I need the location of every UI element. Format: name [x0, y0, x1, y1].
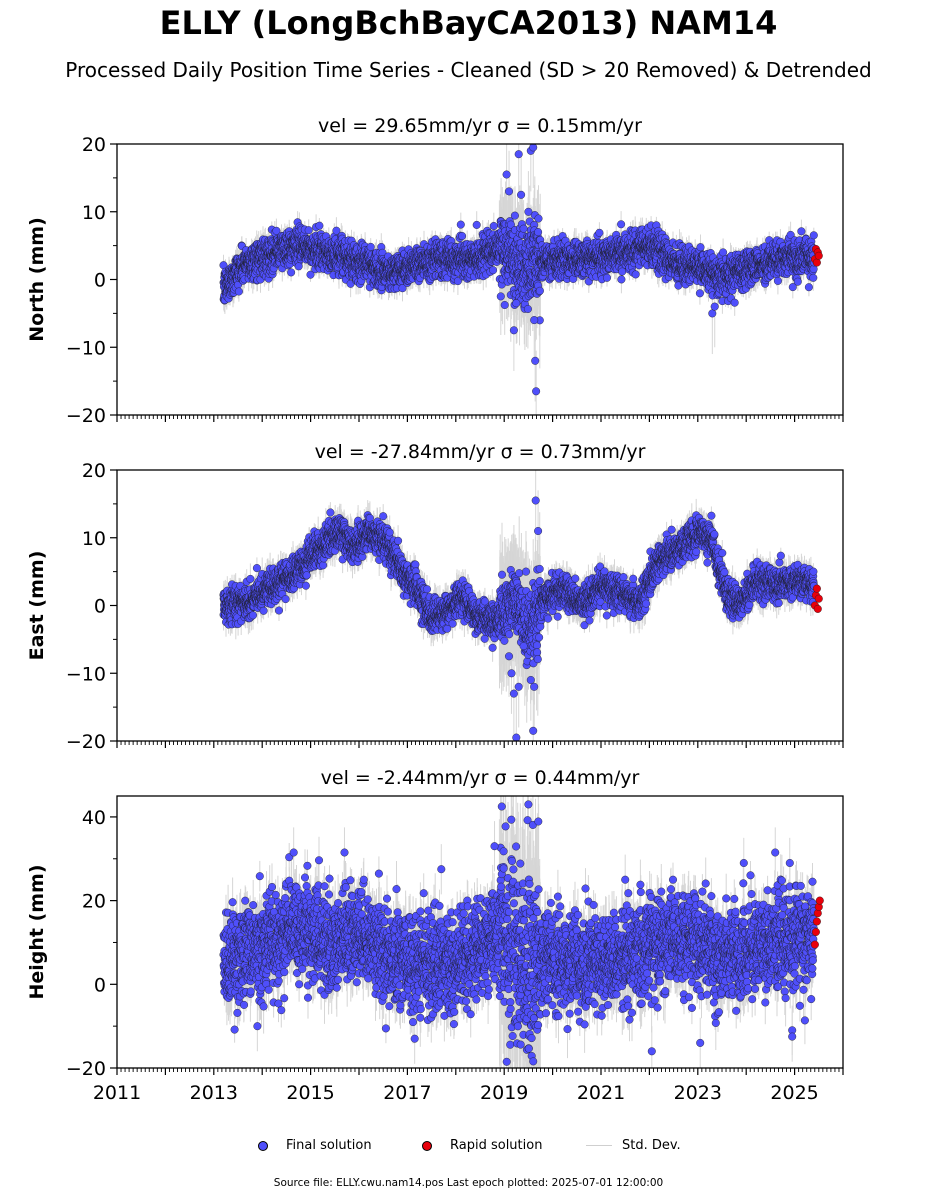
panel-north: vel = 29.65mm/yr σ = 0.15mm/yr North (mm)…: [26, 115, 844, 427]
final-point: [234, 287, 243, 296]
final-solution-points: [219, 144, 819, 396]
figure-title: ELLY (LongBchBayCA2013) NAM14: [0, 4, 937, 42]
y-axis-label: North (mm): [26, 217, 48, 342]
final-point: [287, 268, 296, 277]
panel-title: vel = 29.65mm/yr σ = 0.15mm/yr: [318, 115, 642, 137]
time-series-chart: vel = 29.65mm/yr σ = 0.15mm/yr North (mm)…: [26, 115, 844, 1104]
final-point: [272, 226, 281, 235]
plot-area: [219, 144, 823, 415]
figure-subtitle: Processed Daily Position Time Series - C…: [0, 58, 937, 82]
